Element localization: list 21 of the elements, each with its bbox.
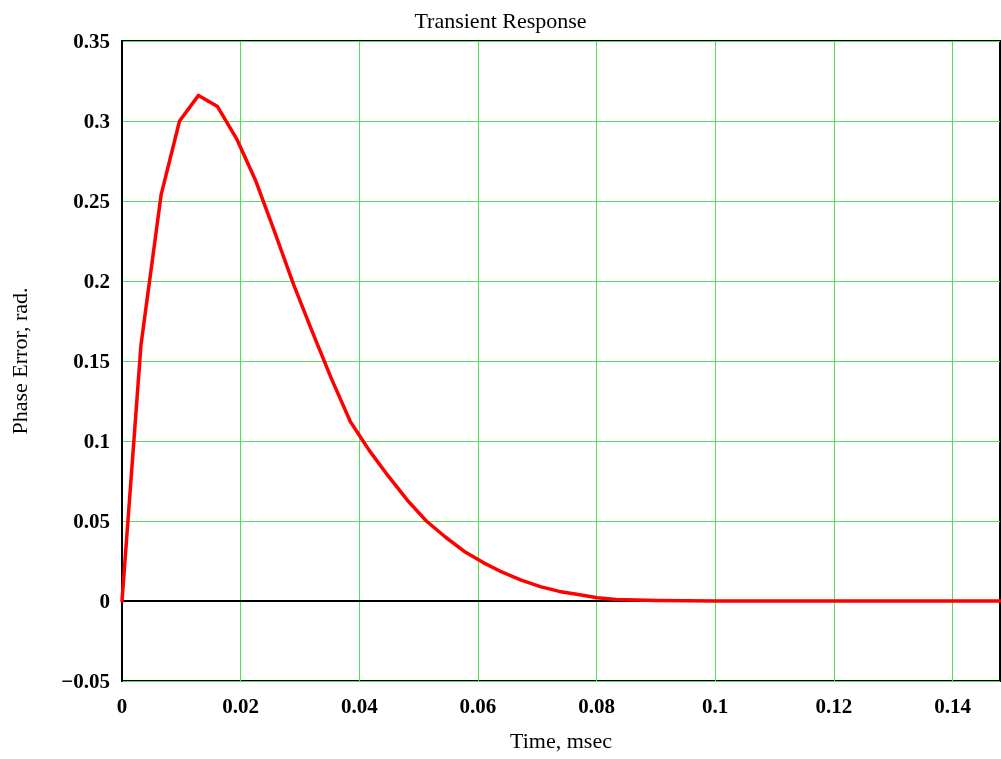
x-tick-label: 0.08 <box>578 693 615 718</box>
x-tick-label: 0.02 <box>222 693 260 718</box>
y-tick-label: 0.05 <box>73 509 110 533</box>
x-tick-label: 0.04 <box>340 693 379 718</box>
x-tick-label: 0.14 <box>934 693 972 718</box>
y-tick-label: 0 <box>99 589 110 613</box>
x-tick-label: 0.1 <box>702 693 729 718</box>
y-axis-title: Phase Error, rad. <box>6 287 32 435</box>
x-axis-title: Time, msec <box>510 727 613 753</box>
y-tick-label: 0.25 <box>73 189 110 213</box>
line-series <box>120 93 1001 603</box>
y-tick-label: 0.35 <box>73 29 110 53</box>
x-tick-label: 0.12 <box>815 693 853 718</box>
y-tick-label: 0.15 <box>73 349 110 373</box>
y-tick-label: 0.1 <box>83 429 110 453</box>
x-tick-label: 0 <box>116 693 128 718</box>
y-tick-label: 0.2 <box>83 269 110 293</box>
y-tick-label: −0.05 <box>61 669 110 693</box>
y-tick-label: 0.3 <box>83 109 110 133</box>
x-tick-label: 0.06 <box>459 693 497 718</box>
chart-title: Transient Response <box>414 7 587 33</box>
